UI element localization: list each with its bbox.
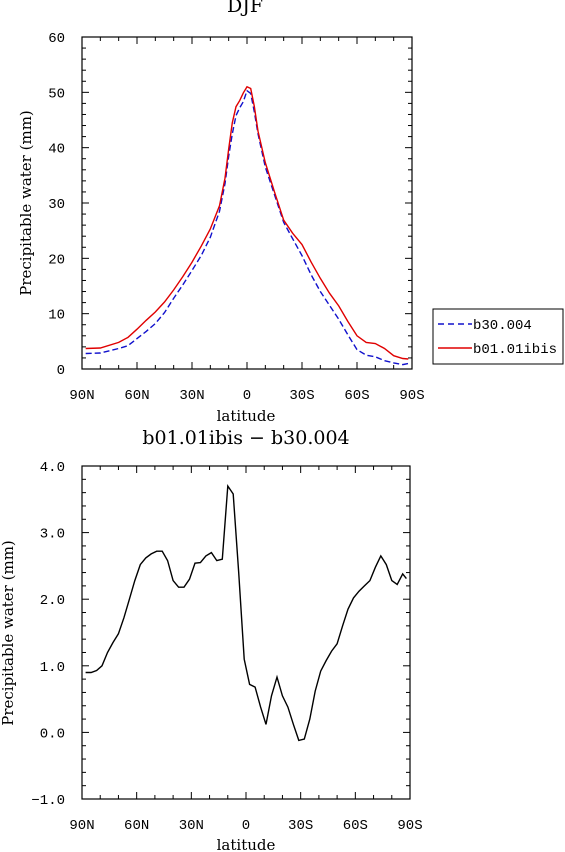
bottom-panel: b01.01ibis − b30.004 90N 60N 30N 0 30S 60S 90S…: [0, 427, 423, 852]
top-y-tick-label: 30: [48, 197, 65, 213]
bottom-y-tick-label: 2.0: [40, 593, 65, 609]
top-series-b01-01ibis: [85, 85, 409, 360]
bottom-x-tick-label: 90S: [397, 818, 422, 834]
bottom-plot-frame: [81, 465, 411, 800]
bottom-x-tick-label: 90N: [69, 818, 94, 834]
legend-box: [432, 308, 564, 365]
top-y-tick-labels: 0 10 20 30 40 50 60: [48, 31, 65, 379]
legend: b30.004 b01.01ibis: [432, 308, 564, 365]
bottom-x-tick-label: 60N: [124, 818, 149, 834]
top-y-axis-label: Precipitable water (mm): [17, 110, 35, 296]
top-plot-frame: [81, 36, 413, 370]
top-x-tick-label: 30S: [289, 388, 314, 404]
top-x-tick-label: 90N: [69, 388, 94, 404]
top-x-tick-labels: 90N 60N 30N 0 30S 60S 90S: [69, 388, 424, 404]
bottom-series-series: [85, 483, 407, 742]
top-x-tick-label: 30N: [179, 388, 204, 404]
bottom-x-tick-label: 30N: [179, 818, 204, 834]
bottom-y-tick-label: 3.0: [40, 527, 65, 543]
legend-label-b01-01ibis: b01.01ibis: [473, 342, 557, 358]
bottom-x-tick-label: 0: [242, 818, 250, 834]
top-series-b30-004: [85, 89, 409, 366]
top-chart-title: DJF: [227, 0, 263, 17]
top-y-tick-label: 20: [48, 252, 65, 268]
top-y-tick-label: 10: [48, 308, 65, 324]
bottom-y-axis-label: Precipitable water (mm): [0, 540, 17, 726]
top-y-tick-label: 0: [57, 363, 65, 379]
bottom-series-lines: [85, 483, 407, 742]
top-x-tick-label: 0: [243, 388, 251, 404]
bottom-y-tick-label: 4.0: [40, 460, 65, 476]
top-series-lines: [85, 85, 409, 366]
bottom-x-axis-label: latitude: [217, 836, 276, 852]
top-y-tick-label: 50: [48, 86, 65, 102]
bottom-x-tick-labels: 90N 60N 30N 0 30S 60S 90S: [69, 818, 422, 834]
bottom-y-tick-label: 0.0: [40, 726, 65, 742]
top-panel: DJF 90N 60N 30N 0 30S 60S 90S 0 10 20 30 40 50 60 la…: [17, 0, 564, 425]
bottom-x-tick-label: 30S: [288, 818, 313, 834]
bottom-y-tick-label: −1.0: [31, 793, 65, 809]
top-y-tick-label: 60: [48, 31, 65, 47]
top-x-tick-label: 60S: [344, 388, 369, 404]
top-y-tick-label: 40: [48, 142, 65, 158]
bottom-axis-ticks: [81, 465, 411, 800]
bottom-y-tick-label: 1.0: [40, 660, 65, 676]
bottom-y-tick-labels: −1.0 0.0 1.0 2.0 3.0 4.0: [31, 460, 65, 809]
bottom-x-tick-label: 60S: [343, 818, 368, 834]
top-x-axis-label: latitude: [217, 407, 276, 425]
top-x-tick-label: 90S: [399, 388, 424, 404]
legend-label-b30-004: b30.004: [473, 318, 532, 334]
top-x-tick-label: 60N: [124, 388, 149, 404]
bottom-chart-title: b01.01ibis − b30.004: [142, 427, 349, 449]
